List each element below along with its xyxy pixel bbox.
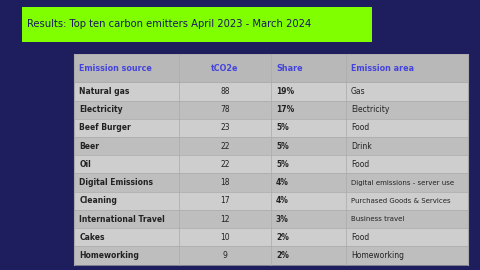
Text: 4%: 4%	[276, 178, 289, 187]
Text: Emission source: Emission source	[79, 64, 152, 73]
Text: Emission area: Emission area	[351, 64, 414, 73]
Text: Electricity: Electricity	[79, 105, 123, 114]
FancyBboxPatch shape	[74, 192, 468, 210]
Text: Results: Top ten carbon emitters April 2023 - March 2024: Results: Top ten carbon emitters April 2…	[27, 19, 312, 29]
Text: 2%: 2%	[276, 251, 289, 260]
Text: 5%: 5%	[276, 160, 289, 169]
Text: 17%: 17%	[276, 105, 294, 114]
Text: tCO2e: tCO2e	[211, 64, 239, 73]
Text: 4%: 4%	[276, 196, 289, 205]
Text: Beef Burger: Beef Burger	[79, 123, 131, 132]
FancyBboxPatch shape	[74, 137, 468, 155]
Text: Food: Food	[351, 233, 369, 242]
Text: 23: 23	[220, 123, 230, 132]
FancyBboxPatch shape	[74, 100, 468, 119]
Text: Food: Food	[351, 123, 369, 132]
Text: International Travel: International Travel	[79, 215, 165, 224]
Text: 19%: 19%	[276, 87, 294, 96]
FancyBboxPatch shape	[74, 246, 468, 265]
Text: Oil: Oil	[79, 160, 91, 169]
Text: 5%: 5%	[276, 123, 289, 132]
Text: Beer: Beer	[79, 142, 99, 151]
Text: 2%: 2%	[276, 233, 289, 242]
Text: Digital emissions - server use: Digital emissions - server use	[351, 180, 454, 185]
Text: Homeworking: Homeworking	[351, 251, 404, 260]
FancyBboxPatch shape	[74, 228, 468, 246]
FancyBboxPatch shape	[22, 7, 372, 42]
Text: Cakes: Cakes	[79, 233, 105, 242]
Text: Electricity: Electricity	[351, 105, 389, 114]
Text: Homeworking: Homeworking	[79, 251, 139, 260]
Text: 10: 10	[220, 233, 230, 242]
Text: Business travel: Business travel	[351, 216, 404, 222]
FancyBboxPatch shape	[74, 173, 468, 192]
FancyBboxPatch shape	[74, 54, 468, 82]
Text: 3%: 3%	[276, 215, 289, 224]
Text: 78: 78	[220, 105, 230, 114]
Text: 5%: 5%	[276, 142, 289, 151]
Text: 22: 22	[220, 142, 230, 151]
FancyBboxPatch shape	[74, 155, 468, 173]
Text: Gas: Gas	[351, 87, 365, 96]
Text: 12: 12	[220, 215, 230, 224]
Text: Share: Share	[276, 64, 302, 73]
Text: Cleaning: Cleaning	[79, 196, 117, 205]
Text: 9: 9	[223, 251, 228, 260]
FancyBboxPatch shape	[74, 210, 468, 228]
Text: 17: 17	[220, 196, 230, 205]
FancyBboxPatch shape	[74, 119, 468, 137]
Text: Digital Emissions: Digital Emissions	[79, 178, 153, 187]
Text: Drink: Drink	[351, 142, 372, 151]
Text: Purchased Goods & Services: Purchased Goods & Services	[351, 198, 450, 204]
Text: 18: 18	[220, 178, 230, 187]
Text: Food: Food	[351, 160, 369, 169]
FancyBboxPatch shape	[74, 82, 468, 100]
Text: 88: 88	[220, 87, 230, 96]
Text: 22: 22	[220, 160, 230, 169]
Text: Natural gas: Natural gas	[79, 87, 130, 96]
